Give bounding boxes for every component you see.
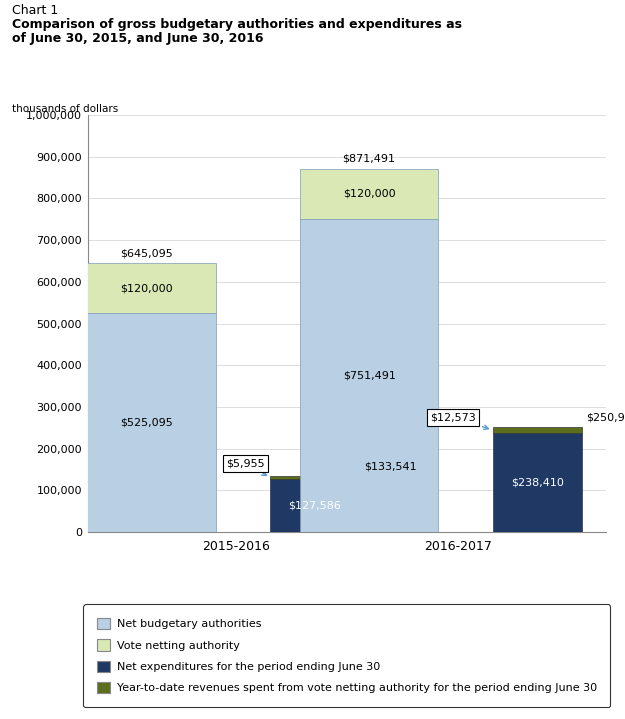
Text: $250,983: $250,983 [586,413,625,422]
Text: thousands of dollars: thousands of dollars [12,104,119,114]
Text: Chart 1: Chart 1 [12,4,59,17]
Bar [492,427,581,433]
Bar [300,169,438,219]
Bar [492,433,581,532]
Text: $12,573: $12,573 [430,413,489,429]
Legend: Net budgetary authorities, Vote netting authority, Net expenditures for the peri: Net budgetary authorities, Vote netting … [84,605,610,707]
Bar [270,477,359,479]
Text: Comparison of gross budgetary authorities and expenditures as: Comparison of gross budgetary authoritie… [12,18,462,31]
Text: $5,955: $5,955 [226,458,266,475]
Bar [78,263,216,313]
Text: $645,095: $645,095 [121,248,173,258]
Text: $525,095: $525,095 [121,418,173,428]
Text: $127,586: $127,586 [288,500,341,510]
Bar [78,313,216,532]
Text: $871,491: $871,491 [342,154,396,164]
Text: $120,000: $120,000 [121,283,173,293]
Text: of June 30, 2015, and June 30, 2016: of June 30, 2015, and June 30, 2016 [12,32,264,45]
Text: $120,000: $120,000 [342,188,396,198]
Bar [300,219,438,532]
Text: $751,491: $751,491 [342,370,396,380]
Text: $133,541: $133,541 [364,462,417,472]
Bar [270,479,359,532]
Text: $238,410: $238,410 [511,477,564,487]
